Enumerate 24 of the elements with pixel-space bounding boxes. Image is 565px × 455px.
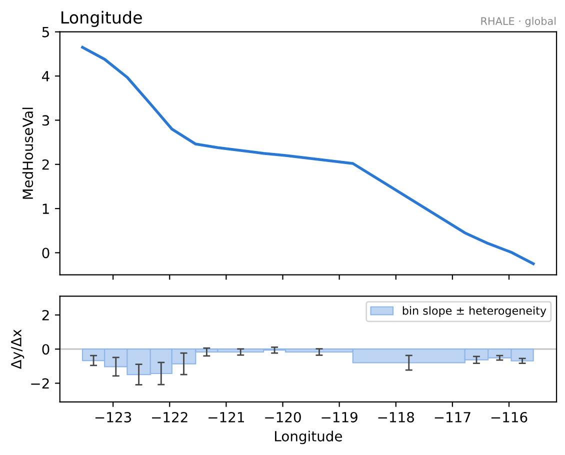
y-tick-label: 3 <box>42 115 50 126</box>
x-axis-title: Longitude <box>275 430 342 444</box>
y-tick-label: −2 <box>31 378 49 388</box>
y-tick-label: 4 <box>42 71 50 82</box>
text: RHALE · global <box>481 16 556 27</box>
x-tick-label: −121 <box>208 412 244 422</box>
line-series <box>81 46 535 266</box>
x-tick-label: −116 <box>491 412 528 422</box>
legend-label: bin slope ± heterogeneity <box>402 306 546 317</box>
x-tick-label: −118 <box>378 412 414 422</box>
x-tick-label: −122 <box>152 412 188 422</box>
y-tick-label: 2 <box>42 310 49 320</box>
x-tick-label: −117 <box>434 412 470 422</box>
y-tick-label: 0 <box>42 344 50 355</box>
x-tick-label: −123 <box>95 412 132 422</box>
y-tick-label: 1 <box>42 204 49 214</box>
y-axis-title: Δy/Δx <box>11 329 24 370</box>
x-tick-label: −120 <box>265 412 301 422</box>
chart-title: Longitude <box>62 10 142 27</box>
y-tick-label: 5 <box>42 27 49 38</box>
y-axis-title: MedHouseVal <box>22 108 34 199</box>
x-tick-label: −119 <box>322 412 358 422</box>
y-tick-label: 2 <box>42 159 49 170</box>
y-tick-label: 0 <box>42 248 50 258</box>
